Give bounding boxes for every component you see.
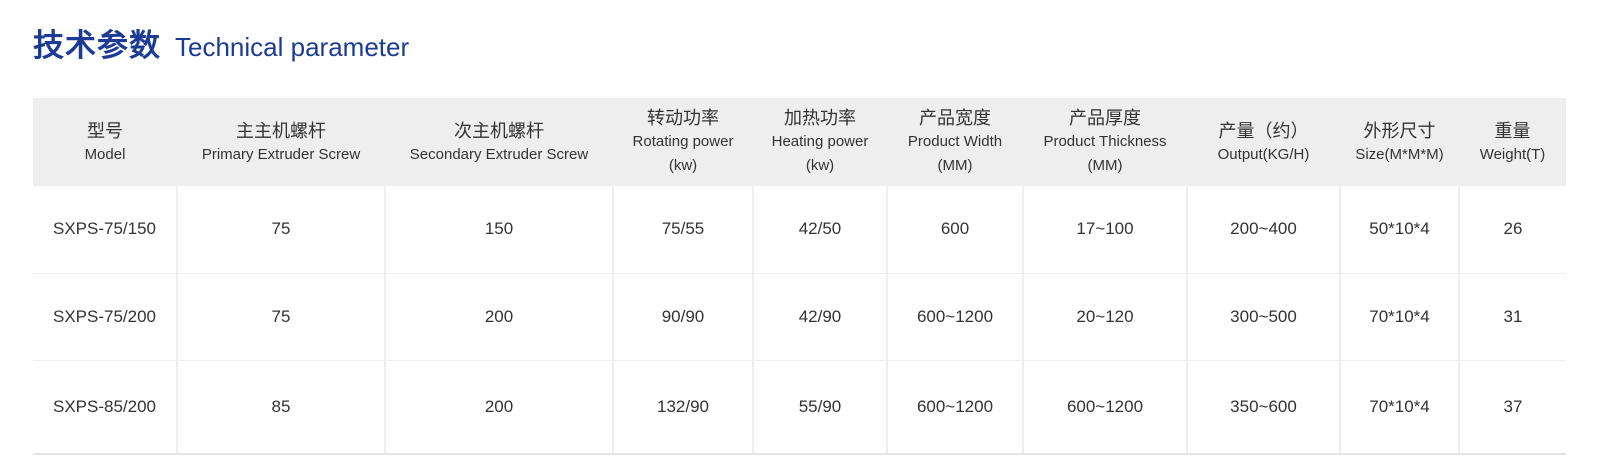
header-zh: 产品厚度 xyxy=(1069,108,1141,129)
header-en: Product Thickness xyxy=(1043,133,1167,151)
header-cell-product-width: 产品宽度 Product Width (MM) xyxy=(887,98,1023,186)
header-en: Weight(T) xyxy=(1479,146,1546,164)
cell-product-width: 600~1200 xyxy=(886,273,1023,361)
cell-primary-screw: 85 xyxy=(176,360,385,455)
cell-output: 300~500 xyxy=(1186,273,1340,361)
header-cell-secondary-screw: 次主机螺杆 Secondary Extruder Screw xyxy=(385,98,613,186)
cell-weight: 31 xyxy=(1458,273,1566,361)
header-zh: 产品宽度 xyxy=(919,108,991,129)
header-zh: 转动功率 xyxy=(647,108,719,129)
header-unit: (MM) xyxy=(1087,157,1123,175)
header-zh: 产量（约） xyxy=(1218,121,1309,142)
cell-output: 200~400 xyxy=(1186,186,1340,274)
table-row: SXPS-75/150 75 150 75/55 42/50 600 17~10… xyxy=(33,186,1566,274)
cell-size: 70*10*4 xyxy=(1339,273,1459,361)
header-cell-weight: 重量 Weight(T) xyxy=(1459,98,1566,186)
cell-product-thickness: 20~120 xyxy=(1022,273,1187,361)
header-en: Secondary Extruder Screw xyxy=(409,146,589,164)
table-row: SXPS-75/200 75 200 90/90 42/90 600~1200 … xyxy=(33,273,1566,361)
cell-rotating-power: 132/90 xyxy=(612,360,753,455)
title-english: Technical parameter xyxy=(175,32,410,62)
header-zh: 次主机螺杆 xyxy=(454,121,544,142)
header-cell-primary-screw: 主主机螺杆 Primary Extruder Screw xyxy=(177,98,385,186)
header-unit: (kw) xyxy=(668,157,698,175)
cell-weight: 37 xyxy=(1458,360,1566,455)
cell-model: SXPS-75/150 xyxy=(33,186,177,274)
header-row: 型号 Model 主主机螺杆 Primary Extruder Screw 次主… xyxy=(33,98,1566,186)
technical-parameter-table: 型号 Model 主主机螺杆 Primary Extruder Screw 次主… xyxy=(33,98,1566,455)
header-cell-output: 产量（约） Output(KG/H) xyxy=(1187,98,1340,186)
header-cell-product-thickness: 产品厚度 Product Thickness (MM) xyxy=(1023,98,1187,186)
header-unit: (kw) xyxy=(805,157,835,175)
cell-weight: 26 xyxy=(1458,186,1566,274)
cell-product-width: 600 xyxy=(886,186,1023,274)
cell-model: SXPS-75/200 xyxy=(33,273,177,361)
cell-secondary-screw: 200 xyxy=(384,360,613,455)
cell-primary-screw: 75 xyxy=(176,186,385,274)
cell-model: SXPS-85/200 xyxy=(33,360,177,455)
cell-product-thickness: 17~100 xyxy=(1022,186,1187,274)
header-en: Primary Extruder Screw xyxy=(201,146,361,164)
cell-rotating-power: 75/55 xyxy=(612,186,753,274)
table-row: SXPS-85/200 85 200 132/90 55/90 600~1200… xyxy=(33,360,1566,455)
header-unit: (MM) xyxy=(937,157,973,175)
header-en: Model xyxy=(84,146,126,164)
header-cell-rotating-power: 转动功率 Rotating power (kw) xyxy=(613,98,753,186)
cell-heating-power: 55/90 xyxy=(752,360,887,455)
header-zh: 主主机螺杆 xyxy=(236,121,326,142)
cell-size: 50*10*4 xyxy=(1339,186,1459,274)
cell-rotating-power: 90/90 xyxy=(612,273,753,361)
cell-heating-power: 42/90 xyxy=(752,273,887,361)
header-en: Product Width xyxy=(907,133,1003,151)
cell-secondary-screw: 200 xyxy=(384,273,613,361)
cell-product-width: 600~1200 xyxy=(886,360,1023,455)
header-zh: 加热功率 xyxy=(784,108,856,129)
page-title: 技术参数 Technical parameter xyxy=(33,20,1566,65)
header-en: Heating power xyxy=(771,133,869,151)
cell-secondary-screw: 150 xyxy=(384,186,613,274)
cell-heating-power: 42/50 xyxy=(752,186,887,274)
header-cell-model: 型号 Model xyxy=(33,98,177,186)
header-cell-size: 外形尺寸 Size(M*M*M) xyxy=(1340,98,1459,186)
cell-size: 70*10*4 xyxy=(1339,360,1459,455)
header-zh: 型号 xyxy=(87,121,123,142)
header-en: Size(M*M*M) xyxy=(1355,146,1444,164)
header-en: Output(KG/H) xyxy=(1217,146,1310,164)
cell-product-thickness: 600~1200 xyxy=(1022,360,1187,455)
header-cell-heating-power: 加热功率 Heating power (kw) xyxy=(753,98,887,186)
title-chinese: 技术参数 xyxy=(33,28,161,63)
header-zh: 重量 xyxy=(1494,121,1531,142)
cell-primary-screw: 75 xyxy=(176,273,385,361)
header-en: Rotating power xyxy=(632,133,734,151)
header-zh: 外形尺寸 xyxy=(1363,121,1436,142)
cell-output: 350~600 xyxy=(1186,360,1340,455)
